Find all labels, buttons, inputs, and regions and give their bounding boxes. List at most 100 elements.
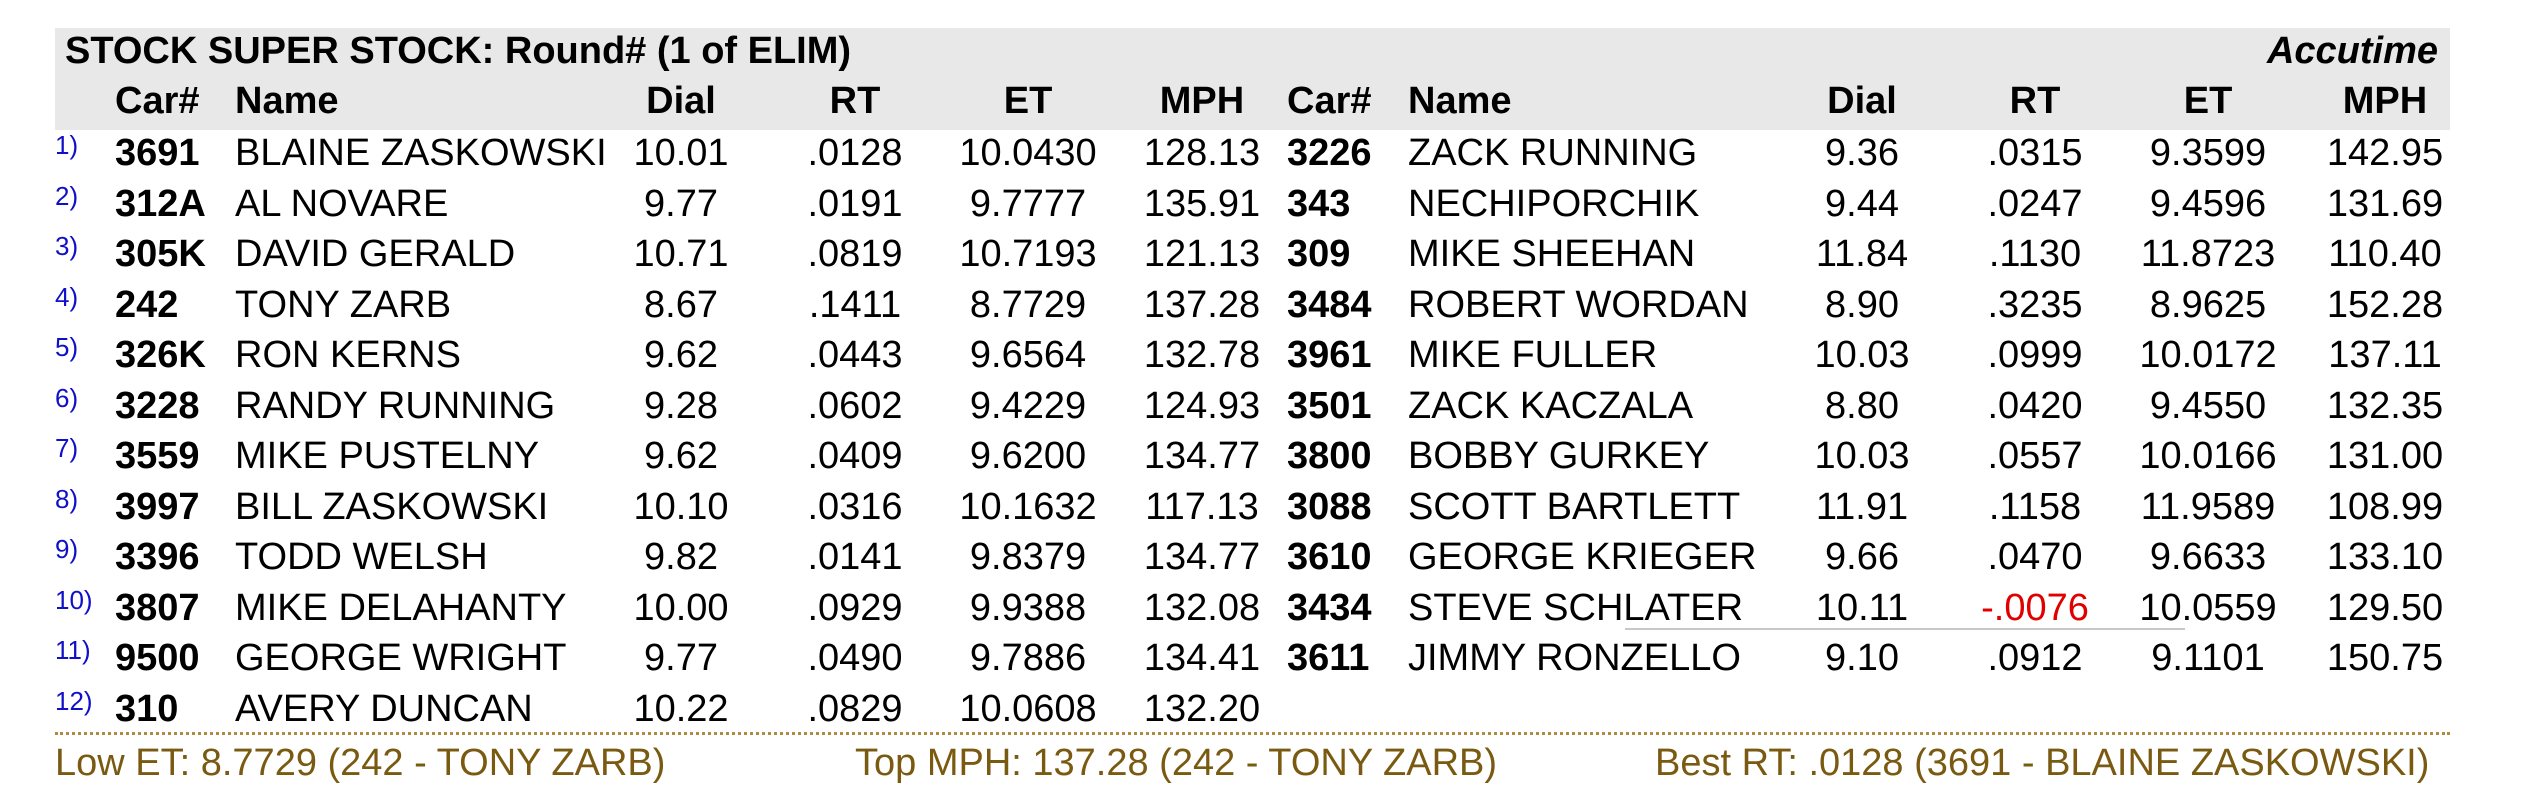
right-car-cell: 3226	[1287, 132, 1372, 174]
right-name-cell: NECHIPORCHIK	[1408, 182, 1700, 225]
left-car-cell: 3228	[115, 384, 200, 427]
right-dial-cell: 11.84	[1815, 233, 1909, 275]
left-rt-cell: .0819	[807, 233, 903, 275]
right-car-cell: 3484	[1287, 283, 1372, 326]
left-name-cell: AVERY DUNCAN	[235, 687, 533, 730]
right-name-cell: ZACK RUNNING	[1408, 132, 1698, 174]
right-dial-cell: 9.44	[1825, 182, 1899, 225]
left-dial-cell: 10.00	[633, 586, 729, 629]
col-header-rt-left: RT	[829, 80, 881, 122]
right-mph-cell: 131.00	[2326, 435, 2444, 477]
timing-brand: Accutime	[2266, 30, 2438, 72]
left-dial-cell: 10.22	[633, 687, 729, 730]
right-dial-cell: 8.90	[1825, 283, 1899, 326]
left-et-cell: 9.6564	[969, 334, 1087, 376]
results-sheet: STOCK SUPER STOCK: Round# (1 of ELIM) Ac…	[55, 28, 2450, 784]
left-name-cell: GEORGE WRIGHT	[235, 637, 567, 679]
right-dial-cell: 10.03	[1814, 435, 1910, 477]
left-car-cell: 3997	[115, 485, 200, 528]
row-index: 6)	[55, 382, 79, 413]
left-name-cell: MIKE PUSTELNY	[235, 435, 540, 477]
right-name-cell: ROBERT WORDAN	[1408, 283, 1749, 326]
left-mph-cell: 128.13	[1143, 132, 1261, 174]
col-header-dial-right: Dial	[1827, 80, 1897, 122]
right-rt-cell: .1130	[1988, 233, 2082, 275]
right-rt-cell: .0247	[1987, 182, 2083, 225]
left-et-cell: 9.9388	[969, 586, 1087, 629]
right-rt-cell: .1158	[1988, 485, 2082, 528]
result-row: 11) 9500 GEORGE WRIGHT 9.77 .0490 9.7886 134.4…	[55, 635, 2450, 685]
left-dial-cell: 8.67	[644, 283, 718, 326]
left-dial-cell: 9.28	[644, 384, 718, 427]
row-index: 7)	[55, 433, 79, 463]
col-header-dial-left: Dial	[646, 80, 716, 122]
left-rt-cell: .0929	[807, 586, 903, 629]
result-row: 9) 3396 TODD WELSH 9.82 .0141 9.8379 134.77 361…	[55, 534, 2450, 584]
left-car-cell: 9500	[115, 637, 200, 679]
results-header: STOCK SUPER STOCK: Round# (1 of ELIM) Ac…	[55, 28, 2450, 130]
left-dial-cell: 10.71	[633, 233, 729, 275]
right-dial-cell: 10.11	[1815, 586, 1909, 629]
right-et-cell: 9.4596	[2149, 182, 2267, 225]
left-rt-cell: .0829	[807, 687, 903, 730]
right-mph-cell: 108.99	[2326, 485, 2444, 528]
left-mph-cell: 134.77	[1143, 435, 1261, 477]
right-dial-cell: 9.10	[1825, 637, 1899, 679]
footer-divider	[55, 732, 2450, 735]
right-car-cell: 309	[1287, 233, 1351, 275]
left-car-cell: 3559	[115, 435, 200, 477]
left-et-cell: 10.0430	[959, 132, 1097, 174]
right-mph-cell: 132.35	[2326, 384, 2444, 427]
left-dial-cell: 9.82	[644, 536, 718, 578]
row-index: 11)	[55, 635, 91, 665]
right-car-cell: 3610	[1287, 536, 1372, 578]
left-rt-cell: .0141	[807, 536, 903, 578]
left-car-cell: 305K	[115, 233, 206, 275]
left-mph-cell: 132.08	[1143, 586, 1261, 629]
left-name-cell: TONY ZARB	[235, 283, 452, 326]
left-et-cell: 10.1632	[959, 485, 1097, 528]
left-mph-cell: 134.41	[1143, 637, 1261, 679]
right-car-cell: 3961	[1287, 334, 1372, 376]
right-car-cell: 3611	[1287, 637, 1370, 679]
left-name-cell: RON KERNS	[235, 334, 461, 376]
left-dial-cell: 9.77	[644, 637, 718, 679]
low-et-summary: Low ET: 8.7729 (242 - TONY ZARB)	[55, 742, 666, 784]
left-mph-cell: 132.78	[1143, 334, 1261, 376]
row-index: 10)	[55, 584, 93, 615]
left-et-cell: 9.7886	[969, 637, 1087, 679]
right-et-cell: 10.0166	[2139, 435, 2277, 477]
left-name-cell: MIKE DELAHANTY	[235, 586, 567, 629]
right-car-cell: 3088	[1287, 485, 1372, 528]
best-rt-summary: Best RT: .0128 (3691 - BLAINE ZASKOWSKI)	[1655, 742, 2430, 784]
col-header-et-left: ET	[1003, 80, 1053, 122]
right-car-cell: 3501	[1287, 384, 1372, 427]
right-name-cell: ZACK KACZALA	[1408, 384, 1694, 427]
right-mph-cell: 133.10	[2326, 536, 2444, 578]
right-name-cell: SCOTT BARTLETT	[1408, 485, 1741, 528]
row-index: 5)	[55, 332, 79, 362]
left-mph-cell: 124.93	[1143, 384, 1261, 427]
result-row: 10) 3807 MIKE DELAHANTY 10.00 .0929 9.9388 132…	[55, 585, 2450, 635]
result-row: 1) 3691 BLAINE ZASKOWSKI 10.01 .0128 10.0430 1…	[55, 130, 2450, 180]
right-et-cell: 11.9589	[2140, 485, 2276, 528]
left-mph-cell: 132.20	[1143, 687, 1261, 730]
right-rt-cell: .0912	[1987, 637, 2083, 679]
left-name-cell: DAVID GERALD	[235, 233, 516, 275]
right-name-cell: STEVE SCHLATER	[1408, 586, 1744, 629]
right-et-cell: 8.9625	[2149, 283, 2267, 326]
right-name-cell: MIKE SHEEHAN	[1408, 233, 1696, 275]
left-et-cell: 9.4229	[969, 384, 1087, 427]
left-dial-cell: 9.77	[644, 182, 718, 225]
left-car-cell: 3691	[115, 132, 200, 174]
left-mph-cell: 134.77	[1143, 536, 1261, 578]
right-dial-cell: 11.91	[1815, 485, 1909, 528]
right-et-cell: 10.0559	[2139, 586, 2277, 629]
result-row: 4) 242 TONY ZARB 8.67 .1411 8.7729 137.28 3484 R…	[55, 282, 2450, 332]
row-index: 1)	[55, 130, 79, 160]
left-et-cell: 10.7193	[959, 233, 1097, 275]
left-mph-cell: 135.91	[1143, 182, 1261, 225]
right-mph-cell: 142.95	[2326, 132, 2444, 174]
table-end-rule	[1625, 628, 2185, 630]
left-name-cell: AL NOVARE	[235, 182, 449, 225]
